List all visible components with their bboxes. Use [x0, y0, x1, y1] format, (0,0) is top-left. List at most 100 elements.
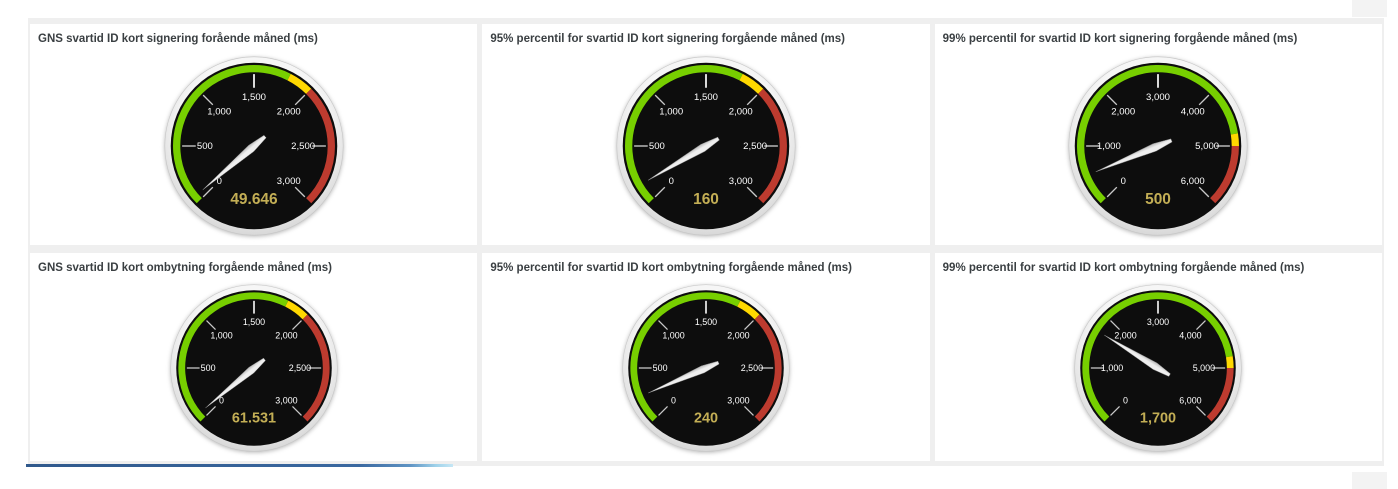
gauge-tick-label: 1,000 — [1101, 363, 1123, 373]
gauge-tick-label: 500 — [200, 363, 215, 373]
gauge-tick — [205, 320, 216, 330]
gauge-tick-label: 1,000 — [662, 331, 684, 341]
gauge-tick-label: 2,500 — [743, 141, 767, 152]
gauge-value: 61.531 — [232, 410, 276, 426]
gauge-container: 0 500 1,000 1,500 2,000 2,500 3,000 61.531 — [30, 275, 477, 461]
gauge-panel: 95% percentil for svartid ID kort ombytn… — [482, 253, 930, 461]
gauge-needle — [204, 357, 266, 409]
gauge-needle — [202, 134, 267, 190]
gauge-tick-label: 3,000 — [1146, 92, 1170, 103]
gauge-tick-label: 1,500 — [695, 317, 717, 327]
gauge-value: 1,700 — [1140, 410, 1176, 426]
panel-title[interactable]: 99% percentil for svartid ID kort ombytn… — [942, 262, 1305, 274]
gauge-tick-label: 5,000 — [1193, 363, 1215, 373]
gauge-tick-label: 4,000 — [1180, 331, 1202, 341]
gauge-tick-label: 1,500 — [694, 92, 718, 103]
gauge-needle — [1104, 334, 1172, 377]
gauge-panel: 95% percentil for svartid ID kort signer… — [482, 24, 930, 245]
gauge-needle — [1096, 138, 1173, 172]
gauge-container: 0 500 1,000 1,500 2,000 2,500 3,000 240 — [482, 275, 929, 461]
gauge-tick — [294, 186, 305, 197]
gauge-tick-label: 2,500 — [291, 141, 315, 152]
gauge-arc-green — [1077, 64, 1239, 203]
gauge-needle — [648, 360, 720, 394]
gauge-tick — [746, 186, 758, 197]
loading-progress-bar — [26, 464, 453, 467]
gauge-tick — [1110, 406, 1121, 416]
gauge-tick-label: 1,000 — [207, 106, 231, 117]
gauge-needle — [647, 136, 720, 180]
gauge-tick — [654, 94, 666, 105]
gauge-tick-label: 1,500 — [243, 317, 265, 327]
gauge-tick-label: 500 — [649, 141, 665, 152]
gauge-arc-red — [758, 88, 787, 203]
gauge-value: 49.646 — [230, 191, 278, 208]
gauge-tick — [658, 320, 668, 330]
gauge-tick-label: 1,500 — [242, 92, 266, 103]
gauge-tick — [1196, 406, 1207, 416]
gauge-arc-red — [302, 314, 330, 422]
gauge-container: 0 1,000 2,000 3,000 4,000 5,000 6,000 500 — [935, 46, 1382, 245]
gauge-tick-label: 2,000 — [729, 106, 753, 117]
gauge-arc-yellow — [287, 73, 311, 94]
gauge-arc-green — [178, 292, 288, 422]
gauge-container: 0 500 1,000 1,500 2,000 2,500 3,000 49.646 — [30, 46, 477, 245]
panel-title[interactable]: 95% percentil for svartid ID kort ombytn… — [490, 262, 853, 274]
gauge-tick-label: 2,000 — [1112, 106, 1136, 117]
gauge-tick — [294, 94, 305, 105]
gauge-tick-label: 2,500 — [741, 363, 763, 373]
gauge-tick-label: 4,000 — [1181, 106, 1205, 117]
gauge-arc-yellow — [739, 73, 764, 94]
gauge-container: 0 1,000 2,000 3,000 4,000 5,000 6,000 1,700 — [935, 275, 1382, 461]
gauge-tick — [1107, 186, 1118, 197]
panel-title[interactable]: 95% percentil for svartid ID kort signer… — [490, 33, 845, 45]
gauge-tick-label: 3,000 — [727, 395, 749, 405]
gauge-arc-green — [625, 64, 743, 203]
gauge-arc-yellow — [284, 300, 308, 320]
gauge-arc-red — [1210, 145, 1240, 203]
gauge-tick — [291, 406, 302, 416]
gauge-tick — [291, 320, 302, 330]
gauge-arc-red — [754, 314, 782, 422]
background-block-bottom-right — [1352, 472, 1387, 489]
dashboard: GNS svartid ID kort signering forående m… — [28, 18, 1384, 466]
gauge-tick — [746, 94, 758, 105]
gauge-tick — [744, 406, 754, 416]
gauge-tick-label: 0 — [1121, 175, 1126, 186]
gauge: 0 500 1,000 1,500 2,000 2,500 3,000 49.646 — [164, 56, 344, 235]
gauge-arc-green — [1082, 292, 1234, 422]
gauge-tick — [1196, 320, 1207, 330]
gauge-panel: GNS svartid ID kort ombytning forgående … — [30, 253, 478, 461]
gauge-tick-label: 2,000 — [275, 331, 297, 341]
gauge-arc-yellow — [1226, 356, 1234, 369]
gauge-tick-label: 0 — [219, 395, 224, 405]
gauge: 0 1,000 2,000 3,000 4,000 5,000 6,000 1,700 — [1074, 284, 1242, 452]
gauge-tick-label: 2,000 — [1115, 331, 1137, 341]
gauge-tick-label: 1,000 — [210, 331, 232, 341]
gauge-container: 0 500 1,000 1,500 2,000 2,500 3,000 160 — [482, 46, 929, 245]
gauge-tick-label: 0 — [669, 175, 674, 186]
gauge-arc-yellow — [1231, 132, 1240, 146]
gauge-panel: 99% percentil for svartid ID kort ombytn… — [934, 253, 1382, 461]
gauge-arc-red — [1206, 367, 1234, 422]
panel-title[interactable]: GNS svartid ID kort ombytning forgående … — [38, 262, 332, 274]
gauge-tick-label: 3,000 — [275, 395, 297, 405]
gauge: 0 500 1,000 1,500 2,000 2,500 3,000 160 — [616, 56, 796, 235]
gauge-tick-label: 3,000 — [276, 175, 300, 186]
gauge-tick-label: 1,000 — [1097, 141, 1121, 152]
panel-title[interactable]: GNS svartid ID kort signering forående m… — [38, 33, 318, 45]
gauge-value: 240 — [694, 410, 718, 426]
gauge-tick — [658, 406, 668, 416]
gauge-tick-label: 0 — [216, 175, 221, 186]
gauge-value: 500 — [1145, 191, 1171, 208]
gauge-panel: 99% percentil for svartid ID kort signer… — [934, 24, 1382, 245]
gauge-tick — [1199, 186, 1210, 197]
gauge-tick — [1199, 94, 1210, 105]
gauge-tick — [202, 94, 213, 105]
gauge-tick-label: 5,000 — [1196, 141, 1220, 152]
gauge-arc-green — [172, 64, 291, 203]
panel-title[interactable]: 99% percentil for svartid ID kort signer… — [942, 33, 1298, 45]
gauge-tick-label: 0 — [1123, 395, 1128, 405]
gauge-value: 160 — [693, 191, 719, 208]
